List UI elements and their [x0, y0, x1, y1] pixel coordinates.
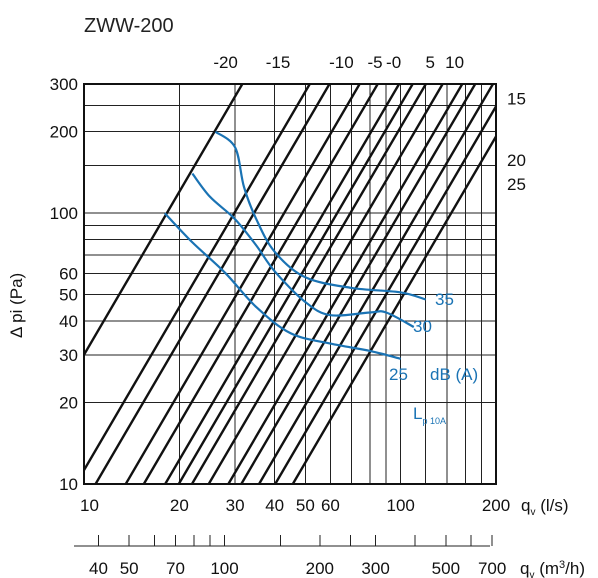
x-tick-label: 40	[265, 496, 284, 515]
y-tick-label: 100	[50, 204, 78, 223]
y-tick-label: 40	[59, 312, 78, 331]
system-line-right-label: 15	[507, 90, 526, 109]
m3h-tick-label: 40	[89, 559, 108, 578]
system-line	[274, 104, 496, 484]
system-line	[94, 84, 331, 484]
system-line-top-label: 5	[426, 53, 435, 72]
y-tick-label: 30	[59, 346, 78, 365]
x-tick-label: 10	[80, 496, 99, 515]
y-tick-label: 300	[50, 75, 78, 94]
x-tick-label: 50	[296, 496, 315, 515]
system-line	[124, 84, 361, 484]
sound-unit-label: dB (A)	[430, 365, 478, 384]
y-tick-label: 60	[59, 264, 78, 283]
x2-axis-label: qv (m3/h)	[520, 559, 585, 578]
chart-title: ZWW-200	[84, 15, 174, 37]
sound-label-35: 35	[435, 290, 454, 309]
system-line	[84, 84, 311, 473]
system-line	[240, 84, 477, 484]
system-line-top-label: -10	[329, 53, 354, 72]
system-line-right-label: 20	[507, 151, 526, 170]
x-tick-label: 100	[386, 496, 414, 515]
system-line	[190, 84, 427, 484]
x-tick-label: 30	[226, 496, 245, 515]
system-line	[291, 134, 496, 484]
system-line-top-label: -15	[266, 53, 291, 72]
grid-layer	[83, 83, 497, 485]
x-axis-label: qv (l/s)	[521, 496, 569, 518]
x-tick-label: 200	[482, 496, 510, 515]
y-tick-label: 50	[59, 286, 78, 305]
sound-line-25	[163, 212, 401, 360]
sound-level-lines	[163, 130, 427, 360]
system-line	[227, 84, 464, 484]
m3h-tick-label: 50	[120, 559, 139, 578]
system-line	[258, 84, 494, 484]
y-tick-label: 20	[59, 393, 78, 412]
system-line	[84, 84, 244, 358]
system-lines	[84, 84, 496, 484]
m3h-tick-label: 100	[210, 559, 238, 578]
system-line-right-label: 25	[507, 175, 526, 194]
m3h-tick-label: 300	[361, 559, 389, 578]
y-tick-label: 200	[50, 123, 78, 142]
m3h-tick-label: 70	[166, 559, 185, 578]
m3h-tick-label: 200	[306, 559, 334, 578]
sound-label-30: 30	[413, 317, 432, 336]
axis-labels: 10 20 30 40 50 60 100 200 300 10 20 30 40 50 60 100 200 q…	[50, 53, 585, 578]
plot-frame	[83, 83, 497, 485]
x-tick-label: 20	[170, 496, 189, 515]
m3h-tick-label: 500	[432, 559, 460, 578]
system-line	[142, 84, 379, 484]
system-line-top-label: -5	[367, 53, 382, 72]
system-line	[177, 84, 414, 484]
sound-label-25: 25	[389, 365, 408, 384]
system-line-top-label: -0	[386, 53, 401, 72]
sound-line-35	[214, 130, 427, 301]
system-line-top-label: 10	[445, 53, 464, 72]
system-line-top-label: -20	[213, 53, 238, 72]
x-tick-label: 60	[321, 496, 340, 515]
y-tick-label: 10	[59, 475, 78, 494]
system-line	[164, 84, 401, 484]
y-axis-label: Δ pi (Pa)	[7, 273, 26, 338]
sound-line-30	[191, 172, 415, 328]
sound-pressure-label: Lp 10A	[413, 404, 446, 426]
m3h-tick-label: 700	[478, 559, 506, 578]
